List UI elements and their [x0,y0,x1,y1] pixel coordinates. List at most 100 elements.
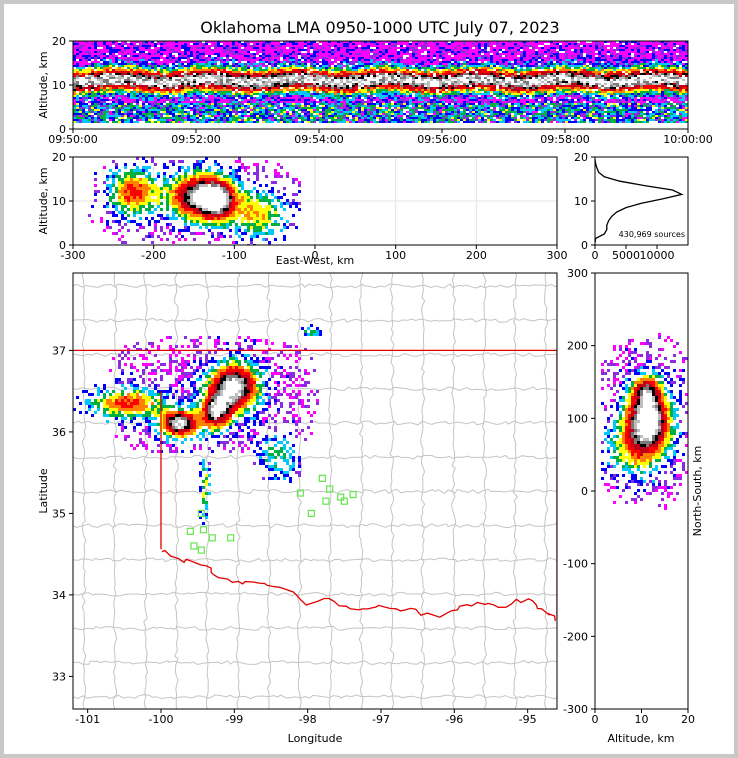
density-cell [376,117,379,119]
density-cell [304,99,307,101]
density-cell [445,45,448,47]
density-cell [121,99,124,101]
density-cell [460,93,463,95]
density-cell [289,45,292,47]
density-cell [205,51,208,53]
density-cell [394,105,397,107]
density-cell [85,61,88,63]
density-cell [319,75,322,77]
density-cell [88,95,91,97]
density-cell [259,105,262,107]
density-cell [133,79,136,81]
density-cell [226,103,229,105]
density-cell [127,65,130,67]
density-cell [379,83,382,85]
density-cell [313,117,316,119]
density-cell [121,89,124,91]
density-cell [172,103,175,105]
density-cell [187,81,190,83]
density-cell [379,81,382,83]
density-cell [346,53,349,55]
density-cell [124,85,127,87]
density-cell [283,85,286,87]
density-cell [184,105,187,107]
density-cell [82,111,85,113]
density-cell [364,93,367,95]
density-cell [73,45,76,47]
density-cell [100,71,103,73]
density-cell [100,59,103,61]
density-cell [412,41,415,43]
density-cell [253,45,256,47]
density-cell [214,87,217,89]
density-cell [202,59,205,61]
density-cell [283,109,286,111]
density-cell [220,69,223,71]
density-cell [214,59,217,61]
density-cell [214,89,217,91]
density-cell [454,63,457,65]
density-cell [373,81,376,83]
density-cell [274,71,277,73]
density-cell [364,55,367,57]
density-cell [406,117,409,119]
density-cell [181,79,184,81]
density-cell [361,83,364,85]
density-cell [259,69,262,71]
density-cell [394,79,397,81]
density-cell [439,51,442,53]
density-cell [406,53,409,55]
density-cell [175,93,178,95]
density-cell [274,91,277,93]
density-cell [94,49,97,51]
density-cell [145,119,148,121]
density-cell [76,95,79,97]
density-cell [169,109,172,111]
density-cell [301,107,304,109]
density-cell [337,77,340,79]
density-cell [205,83,208,85]
density-cell [352,85,355,87]
density-cell [172,121,175,123]
density-cell [343,85,346,87]
density-cell [211,95,214,97]
density-cell [211,115,214,117]
density-cell [403,65,406,67]
density-cell [214,51,217,53]
density-cell [82,49,85,51]
density-cell [358,93,361,95]
density-cell [355,79,358,81]
density-cell [226,89,229,91]
density-cell [313,81,316,83]
density-cell [268,97,271,99]
density-cell [73,83,76,85]
density-cell [139,93,142,95]
density-cell [196,75,199,77]
density-cell [385,45,388,47]
density-cell [337,47,340,49]
density-cell [358,103,361,105]
density-cell [190,93,193,95]
density-cell [235,75,238,77]
density-cell [415,101,418,103]
density-cell [382,47,385,49]
density-cell [175,49,178,51]
density-cell [136,111,139,113]
density-cell [160,73,163,75]
density-cell [355,77,358,79]
density-cell [292,77,295,79]
density-cell [262,121,265,123]
density-cell [169,67,172,69]
density-cell [163,117,166,119]
density-cell [298,71,301,73]
density-cell [100,99,103,101]
density-cell [160,101,163,103]
density-cell [154,53,157,55]
density-cell [82,41,85,43]
density-cell [397,51,400,53]
density-cell [457,95,460,97]
density-cell [97,61,100,63]
density-cell [118,111,121,113]
density-cell [361,121,364,123]
density-cell [370,41,373,43]
